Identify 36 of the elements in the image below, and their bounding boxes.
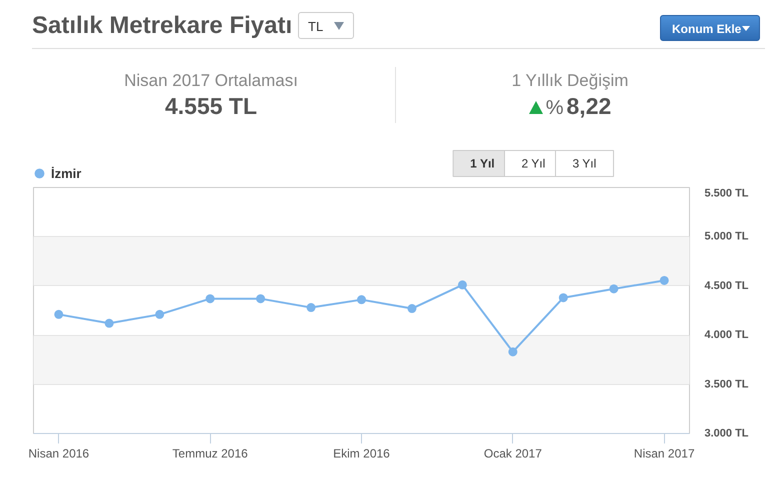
y-tick-label: 4.500 TL	[704, 280, 749, 292]
point	[609, 284, 618, 294]
x-tick-label: Nisan 2016	[28, 446, 90, 460]
text: 4.555 TL	[164, 92, 258, 121]
text: Nisan 2017 Ortalaması	[123, 70, 299, 92]
point	[357, 295, 366, 304]
point	[458, 280, 467, 290]
y-tick-label: 3.500 TL	[704, 378, 749, 390]
point	[206, 294, 215, 304]
point	[104, 318, 114, 328]
x-tick-label: Temmuz 2016	[172, 446, 248, 460]
point	[306, 303, 316, 312]
y-tick-label: 5.500 TL	[704, 188, 749, 200]
x-tick-label: Nisan 2017	[634, 446, 695, 460]
legend-label: İzmir	[51, 166, 82, 180]
point	[54, 310, 64, 319]
point	[558, 293, 568, 302]
chart-title: Satılık Metrekare Fiyatı	[32, 11, 292, 41]
y-tick-label: 5.000 TL	[704, 230, 749, 243]
y-tick-label: 3.000 TL	[704, 428, 749, 440]
text: 8,22	[566, 93, 612, 119]
text: Konum Ekle	[672, 21, 742, 38]
x-tick-label: Ocak 2017	[484, 446, 542, 460]
y-tick-label: 4.000 TL	[704, 329, 749, 342]
point	[508, 347, 518, 356]
text: 2 Yıl	[522, 156, 546, 170]
text: 3 Yıl	[572, 156, 596, 170]
point	[660, 276, 669, 285]
text: %	[546, 97, 564, 119]
text: 1 Yıl	[470, 156, 495, 170]
text: 1 Yıllık Değişim	[510, 70, 630, 92]
x-tick-label: Ekim 2016	[333, 446, 390, 460]
text: TL	[308, 18, 324, 36]
point	[407, 304, 416, 314]
point	[155, 310, 164, 319]
point	[256, 294, 266, 304]
